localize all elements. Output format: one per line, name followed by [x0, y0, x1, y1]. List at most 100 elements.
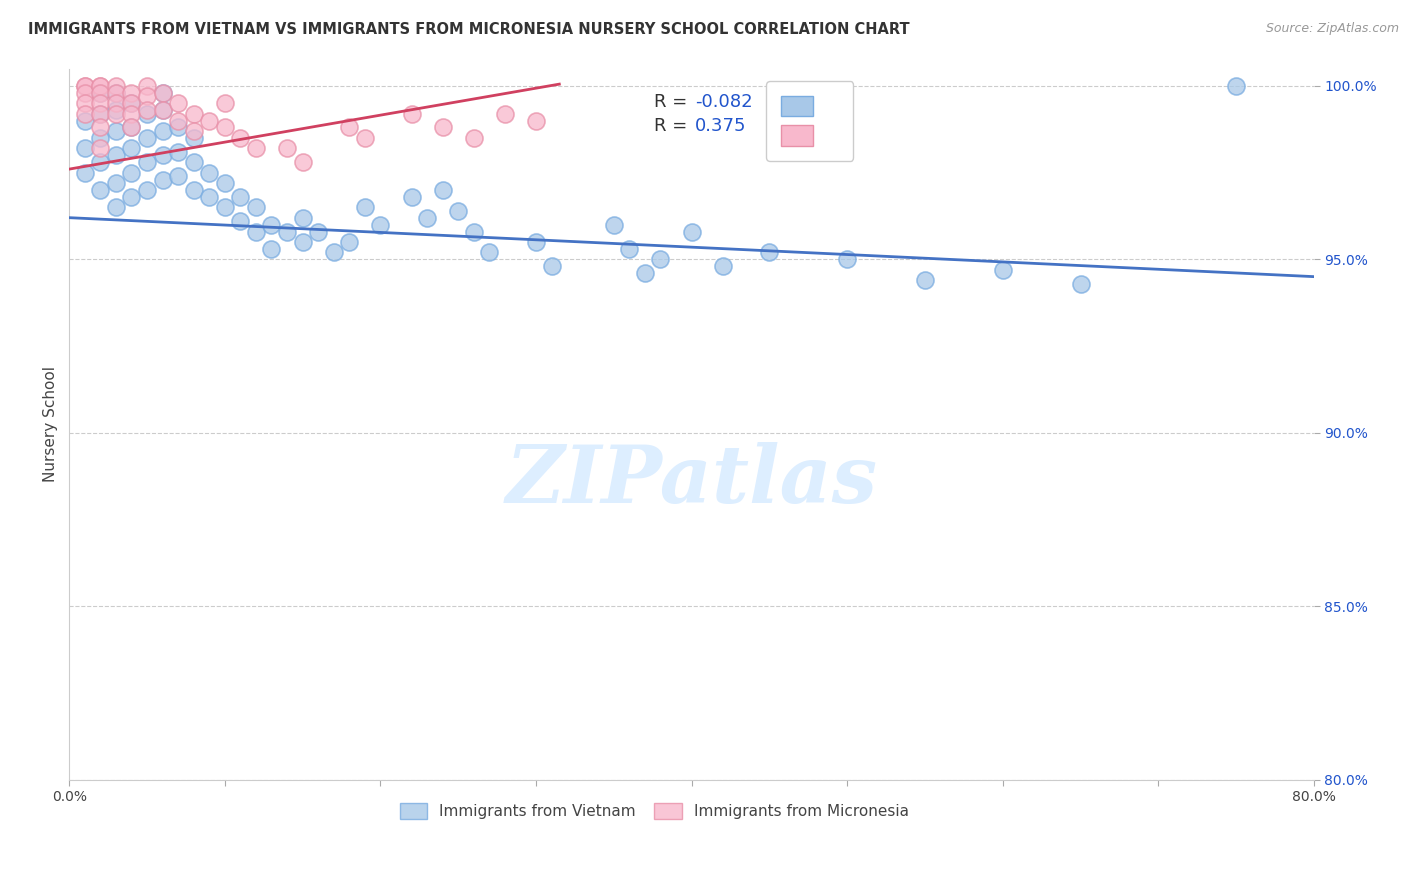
Point: [447, 203, 470, 218]
Point: [121, 120, 143, 135]
Point: [136, 106, 159, 120]
Point: [183, 131, 205, 145]
Point: [89, 120, 111, 135]
Point: [276, 225, 298, 239]
Point: [401, 106, 423, 120]
Point: [89, 183, 111, 197]
Point: [432, 183, 454, 197]
Point: [463, 225, 485, 239]
Point: [121, 141, 143, 155]
Point: [89, 131, 111, 145]
Text: 43: 43: [794, 117, 818, 135]
Point: [73, 96, 96, 111]
Point: [353, 131, 375, 145]
Text: R =: R =: [654, 94, 693, 112]
Point: [167, 145, 190, 159]
Point: [681, 225, 703, 239]
Point: [89, 96, 111, 111]
Point: [1070, 277, 1092, 291]
Point: [104, 103, 127, 117]
Point: [370, 218, 392, 232]
Point: [914, 273, 936, 287]
Text: N =: N =: [758, 94, 808, 112]
Point: [121, 165, 143, 179]
Point: [183, 183, 205, 197]
Point: [524, 113, 547, 128]
Point: [136, 183, 159, 197]
Point: [73, 113, 96, 128]
Point: [73, 78, 96, 93]
Point: [104, 86, 127, 100]
Point: [837, 252, 859, 267]
Point: [121, 96, 143, 111]
Point: [121, 106, 143, 120]
Point: [650, 252, 672, 267]
Point: [416, 211, 439, 225]
Point: [183, 124, 205, 138]
Point: [136, 89, 159, 103]
Point: [619, 242, 641, 256]
Point: [198, 113, 221, 128]
Point: [152, 86, 174, 100]
Point: [494, 106, 516, 120]
Point: [353, 200, 375, 214]
Point: [229, 190, 252, 204]
Point: [136, 78, 159, 93]
Point: [432, 120, 454, 135]
Point: [104, 78, 127, 93]
Point: [121, 86, 143, 100]
Point: [121, 96, 143, 111]
Point: [991, 262, 1014, 277]
Point: [89, 155, 111, 169]
Point: [758, 245, 780, 260]
Point: [337, 120, 360, 135]
Point: [634, 266, 657, 280]
Point: [183, 106, 205, 120]
Point: [73, 78, 96, 93]
Point: [229, 131, 252, 145]
Point: [136, 155, 159, 169]
Text: -0.082: -0.082: [696, 94, 754, 112]
Text: Source: ZipAtlas.com: Source: ZipAtlas.com: [1265, 22, 1399, 36]
Point: [167, 169, 190, 183]
Point: [229, 214, 252, 228]
Point: [524, 235, 547, 249]
Point: [89, 106, 111, 120]
Point: [73, 106, 96, 120]
Point: [214, 96, 236, 111]
Point: [214, 176, 236, 190]
Point: [307, 225, 329, 239]
Point: [136, 131, 159, 145]
Point: [121, 120, 143, 135]
Point: [198, 190, 221, 204]
Point: [152, 103, 174, 117]
Point: [89, 141, 111, 155]
Text: ZIPatlas: ZIPatlas: [506, 442, 877, 520]
Text: R =: R =: [654, 117, 699, 135]
Point: [104, 96, 127, 111]
Text: 74: 74: [794, 94, 818, 112]
Point: [104, 148, 127, 162]
Point: [603, 218, 626, 232]
Point: [104, 124, 127, 138]
Point: [73, 141, 96, 155]
Point: [260, 242, 283, 256]
Point: [276, 141, 298, 155]
Point: [214, 200, 236, 214]
Point: [89, 86, 111, 100]
Point: [245, 141, 267, 155]
Point: [167, 113, 190, 128]
Point: [152, 172, 174, 186]
Point: [89, 78, 111, 93]
Y-axis label: Nursery School: Nursery School: [44, 366, 58, 482]
Point: [183, 155, 205, 169]
Point: [152, 148, 174, 162]
Text: 0.375: 0.375: [696, 117, 747, 135]
Point: [167, 120, 190, 135]
Point: [136, 103, 159, 117]
Point: [104, 86, 127, 100]
Point: [198, 165, 221, 179]
Text: IMMIGRANTS FROM VIETNAM VS IMMIGRANTS FROM MICRONESIA NURSERY SCHOOL CORRELATION: IMMIGRANTS FROM VIETNAM VS IMMIGRANTS FR…: [28, 22, 910, 37]
Point: [540, 259, 562, 273]
Point: [322, 245, 344, 260]
